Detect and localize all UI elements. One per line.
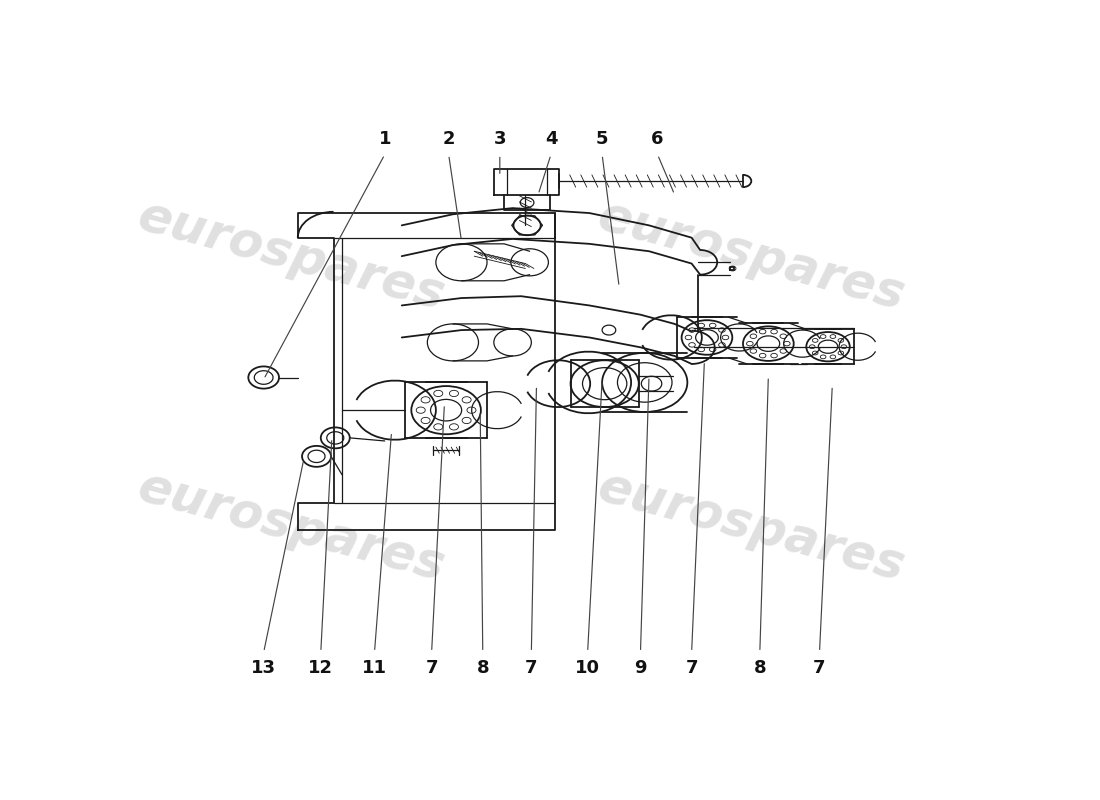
Text: 7: 7 [813, 658, 826, 677]
Text: 9: 9 [635, 658, 647, 677]
Text: 3: 3 [494, 130, 506, 148]
Text: 1: 1 [378, 130, 390, 148]
Text: 12: 12 [308, 658, 333, 677]
Text: eurospares: eurospares [593, 463, 910, 591]
Text: 10: 10 [575, 658, 601, 677]
Text: 7: 7 [426, 658, 438, 677]
Text: 8: 8 [754, 658, 766, 677]
Text: eurospares: eurospares [132, 192, 450, 320]
Text: 2: 2 [442, 130, 455, 148]
Text: 7: 7 [685, 658, 697, 677]
Text: eurospares: eurospares [132, 463, 450, 591]
Text: 7: 7 [525, 658, 538, 677]
Text: eurospares: eurospares [593, 192, 910, 320]
Text: 4: 4 [544, 130, 558, 148]
Text: 5: 5 [596, 130, 608, 148]
Text: 6: 6 [651, 130, 663, 148]
Text: 11: 11 [362, 658, 387, 677]
Text: 8: 8 [476, 658, 490, 677]
Text: 13: 13 [251, 658, 276, 677]
